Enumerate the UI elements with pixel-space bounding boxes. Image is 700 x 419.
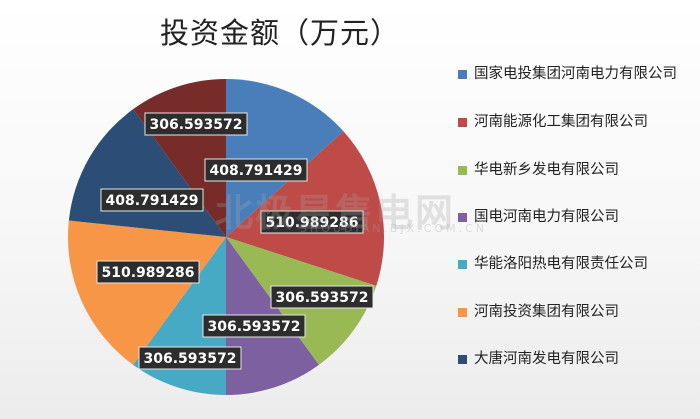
svg-text:510.989286: 510.989286: [102, 265, 195, 281]
svg-text:408.791429: 408.791429: [106, 193, 199, 209]
legend-item-6: 河南投资集团有限公司: [458, 302, 694, 322]
legend-swatch: [458, 118, 467, 127]
legend-item-1: 国家电投集团河南电力有限公司: [458, 64, 694, 84]
legend-label: 国家电投集团河南电力有限公司: [474, 66, 677, 82]
watermark-subtext: SHOUDIAN.BJX.COM.CN: [300, 222, 487, 235]
legend-label: 华电新乡发电有限公司: [474, 162, 619, 178]
legend-swatch: [458, 166, 467, 175]
data-labels: 408.791429 510.989286 306.593572 306.593572…: [96, 112, 374, 370]
svg-text:306.593572: 306.593572: [150, 117, 243, 133]
data-label-8: 306.593572: [144, 112, 248, 136]
legend-swatch: [458, 355, 467, 364]
legend-swatch: [458, 260, 467, 269]
chart-title: 投资金额（万元）: [159, 16, 400, 50]
svg-text:408.791429: 408.791429: [210, 163, 303, 179]
svg-text:306.593572: 306.593572: [276, 290, 369, 306]
legend-item-4: 国电河南电力有限公司: [458, 207, 694, 227]
data-label-4: 306.593572: [202, 314, 306, 338]
legend-swatch: [458, 70, 467, 79]
data-label-5: 306.593572: [138, 346, 242, 370]
svg-text:306.593572: 306.593572: [208, 319, 301, 335]
pie-slice-2: [226, 131, 385, 286]
legend-item-2: 河南能源化工集团有限公司: [458, 112, 694, 132]
svg-text:306.593572: 306.593572: [144, 351, 237, 367]
svg-text:510.989286: 510.989286: [266, 215, 359, 231]
data-label-3: 306.593572: [270, 285, 374, 309]
pie-slice-1: [226, 79, 344, 237]
watermark-text: 北极星售电网: [215, 191, 456, 235]
legend-item-3: 华电新乡发电有限公司: [458, 160, 694, 180]
legend-label: 河南能源化工集团有限公司: [474, 114, 648, 130]
data-label-2: 510.989286: [260, 210, 364, 234]
pie-slice-6: [68, 220, 227, 365]
legend-label: 河南投资集团有限公司: [474, 304, 619, 320]
legend-label: 大唐河南发电有限公司: [474, 351, 619, 367]
legend-swatch: [458, 213, 467, 222]
legend-item-5: 华能洛阳热电有限责任公司: [458, 254, 694, 274]
data-label-6: 510.989286: [96, 260, 200, 284]
legend-swatch: [458, 308, 467, 317]
legend-label: 华能洛阳热电有限责任公司: [474, 256, 648, 272]
legend-label: 国电河南电力有限公司: [474, 209, 619, 225]
data-label-7: 408.791429: [100, 188, 204, 212]
legend-item-7: 大唐河南发电有限公司: [458, 349, 694, 369]
data-label-1: 408.791429: [204, 158, 308, 182]
